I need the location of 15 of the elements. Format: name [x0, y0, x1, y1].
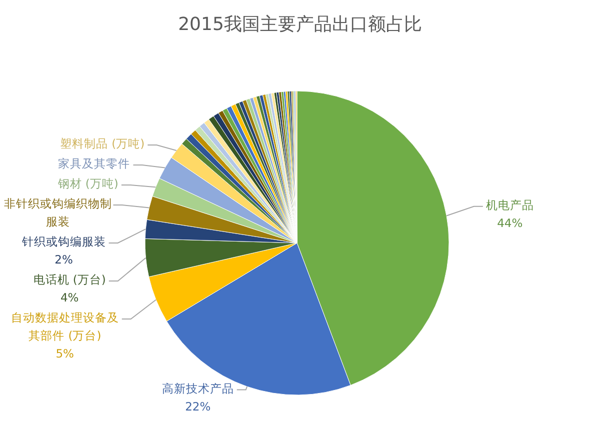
slice-label: 高新技术产品	[162, 382, 234, 396]
slice-label: 非针织或钩编织物制服装	[4, 196, 112, 229]
slice-label: 钢材 (万吨)	[56, 176, 118, 191]
data-label: 44%	[497, 216, 523, 230]
slice-label: 机电产品	[486, 198, 534, 212]
slice-label: 自动数据处理设备及其部件 (万台)	[10, 310, 119, 343]
slice-label: 塑料制品 (万吨)	[60, 136, 145, 151]
slice-label: 家具及其零件	[58, 156, 130, 171]
chart-title: 2015我国主要产品出口额占比	[178, 14, 422, 35]
data-label: 5%	[56, 346, 74, 361]
data-label: 4%	[60, 290, 79, 305]
slice-label: 电话机 (万台)	[33, 272, 106, 287]
data-label: 22%	[185, 400, 211, 414]
data-label: 2%	[54, 252, 73, 267]
slice-label: 针织或钩编服装	[20, 234, 106, 249]
